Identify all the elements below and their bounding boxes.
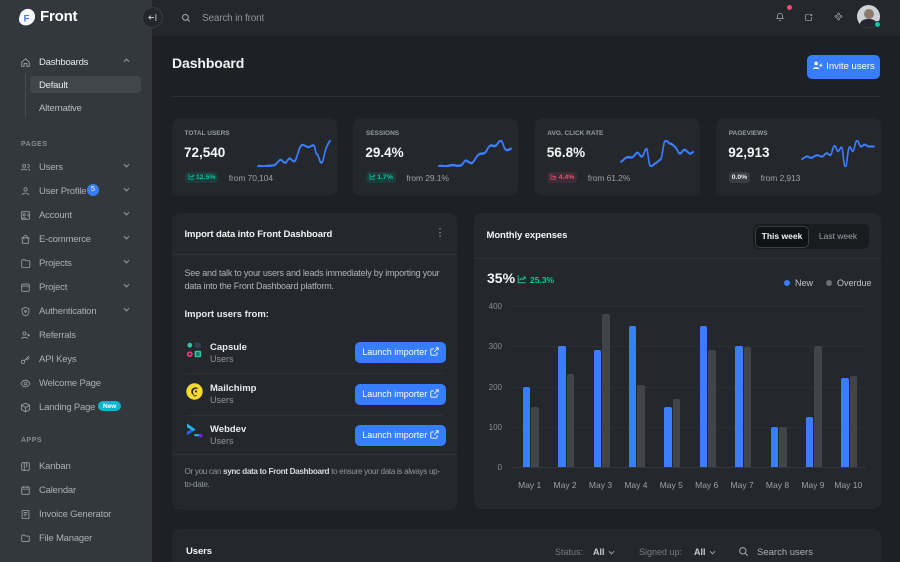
svg-text:F: F	[24, 13, 30, 24]
